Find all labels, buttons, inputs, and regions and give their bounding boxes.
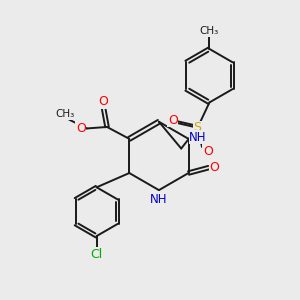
Text: O: O: [76, 122, 86, 135]
Text: Cl: Cl: [91, 248, 103, 261]
Text: O: O: [168, 114, 178, 127]
Text: S: S: [194, 121, 202, 134]
Text: CH₃: CH₃: [200, 26, 219, 36]
Text: O: O: [203, 145, 213, 158]
Text: O: O: [210, 161, 220, 174]
Text: NH: NH: [189, 131, 207, 144]
Text: CH₃: CH₃: [55, 109, 74, 119]
Text: NH: NH: [150, 193, 168, 206]
Text: O: O: [98, 95, 108, 108]
